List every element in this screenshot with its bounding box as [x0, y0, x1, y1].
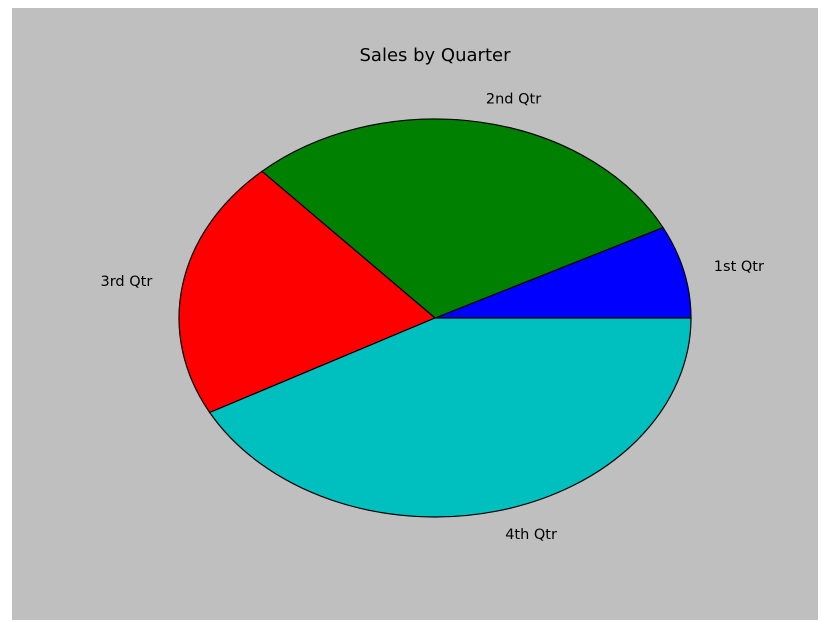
- label-1st-qtr: 1st Qtr: [714, 259, 764, 275]
- slice-3rd-qtr: [178, 170, 436, 414]
- chart-title: Sales by Quarter: [360, 45, 512, 66]
- chart-figure: Sales by Quarter 1st Qtr 2nd Qtr 3rd Qtr 4t…: [12, 8, 818, 620]
- pie-chart: Sales by Quarter 1st Qtr 2nd Qtr 3rd Qtr 4t…: [12, 8, 818, 620]
- pie-slices: [178, 118, 692, 518]
- slice-1st-qtr: [434, 226, 692, 319]
- slice-4th-qtr: [209, 317, 692, 518]
- label-4th-qtr: 4th Qtr: [505, 527, 557, 543]
- label-2nd-qtr: 2nd Qtr: [486, 92, 541, 108]
- pie-labels: 1st Qtr 2nd Qtr 3rd Qtr 4th Qtr: [100, 92, 763, 543]
- label-3rd-qtr: 3rd Qtr: [100, 274, 152, 290]
- slice-2nd-qtr: [261, 118, 664, 319]
